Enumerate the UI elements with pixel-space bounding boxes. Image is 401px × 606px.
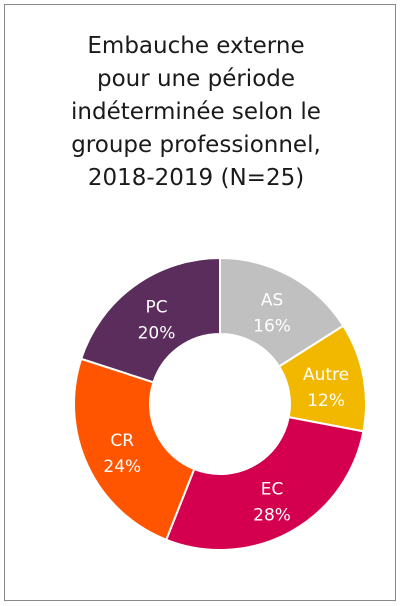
slice-value-autre: 12% [307,391,345,411]
chart-title: Embauche externe pour une période indéte… [10,30,382,195]
slice-value-cr: 24% [103,457,141,477]
slice-value-pc: 20% [138,324,176,344]
slice-label-as: AS [261,290,283,310]
slice-ec [164,415,365,551]
title-line-3: indéterminée selon le [71,99,321,125]
title-line-5: 2018-2019 (N=25) [87,165,305,191]
slice-label-autre: Autre [303,365,349,385]
slice-value-as: 16% [253,316,291,336]
title-line-4: groupe professionnel, [71,132,321,158]
slice-label-ec: EC [261,480,284,500]
slice-cr [73,357,196,542]
slice-label-pc: PC [145,298,167,318]
slice-label-cr: CR [110,431,134,451]
title-line-1: Embauche externe [87,33,305,59]
title-line-2: pour une période [96,66,296,92]
slice-value-ec: 28% [253,506,291,526]
slice-pc [79,256,221,384]
